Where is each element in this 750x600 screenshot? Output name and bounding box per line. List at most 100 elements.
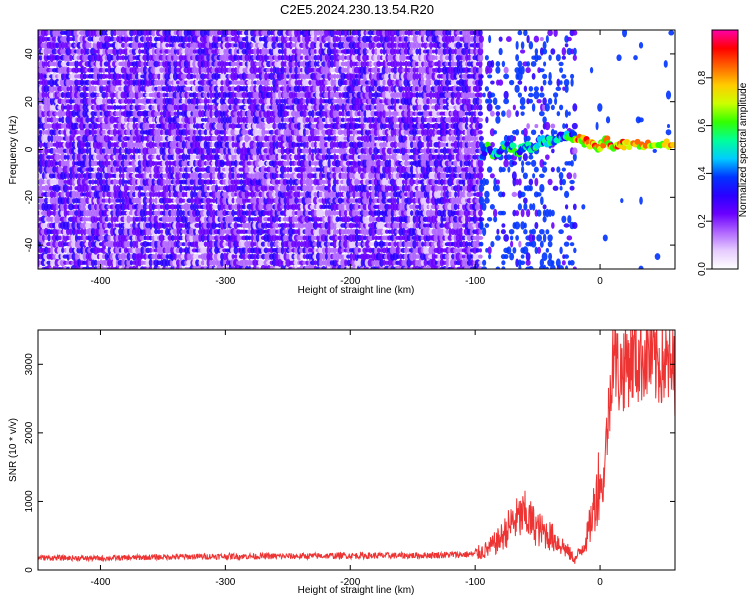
spectrogram-cell [275, 252, 279, 261]
spectrogram-cell [55, 128, 59, 136]
spectrogram-cell [88, 84, 93, 93]
spectrogram-cell [241, 258, 247, 267]
spectrogram-cell [91, 127, 95, 137]
spectrogram-cell [90, 146, 95, 156]
spectrogram-cell [151, 85, 156, 92]
spectrogram-cell [113, 30, 117, 37]
spectrogram-cell [131, 234, 137, 242]
spectrogram-cell [280, 204, 285, 209]
spectrogram-cell [321, 196, 326, 205]
spectrogram-cell [206, 246, 211, 255]
spectrogram-cell [266, 30, 271, 36]
spectrogram-cell [52, 191, 57, 198]
spectrogram-cell [110, 223, 114, 228]
spectrogram-cell [208, 198, 214, 203]
spectrogram-cell [271, 159, 277, 168]
spectrogram-cell [81, 177, 88, 187]
spectrogram-cell [285, 253, 291, 260]
spectrogram-cell [74, 233, 78, 242]
spectrogram-cell [283, 184, 288, 193]
spectrogram-cell [118, 165, 123, 174]
spectrogram-cell [203, 241, 208, 247]
spectrogram-cell [126, 215, 131, 224]
spectrogram-cell [316, 142, 321, 148]
spectrogram-cell [256, 253, 260, 260]
spectrogram-cell [110, 30, 114, 38]
spectrogram-cell [291, 215, 296, 224]
spectrogram-cell [157, 210, 161, 216]
spectrogram-cell [117, 34, 124, 44]
spectrogram-cell [275, 84, 280, 93]
spectrogram-cell [203, 259, 208, 267]
spectrogram-cell [103, 183, 110, 193]
spectrogram-cell [162, 134, 167, 143]
spectrogram-cell [170, 30, 175, 37]
spectrogram-cell [206, 209, 211, 217]
spectrogram-cell [282, 160, 288, 166]
spectrogram-cell [304, 210, 310, 217]
spectrogram-cell [52, 41, 57, 49]
spectrogram-cell [313, 141, 318, 149]
spectrogram-cell [170, 240, 175, 248]
spectrogram-cell [183, 59, 189, 69]
spectrogram-cell [134, 185, 139, 191]
spectrogram-cell [80, 227, 84, 236]
spectrogram-cell [41, 91, 46, 99]
spectrogram-cell [76, 97, 82, 106]
spectrogram-cell [247, 136, 252, 141]
spectrogram-cell [305, 246, 310, 255]
spectrogram-cell [291, 90, 296, 100]
spectrogram-cell [58, 177, 62, 187]
spectrogram-cell [313, 49, 318, 54]
spectrogram-cell [200, 260, 205, 266]
spectrogram-cell [256, 79, 260, 86]
spectrogram-cell [250, 240, 255, 248]
spectrogram-cell [118, 178, 123, 186]
spectrogram-cell [118, 73, 123, 80]
spectrogram-cell [50, 134, 54, 143]
spectrogram-cell [193, 184, 197, 193]
spectrogram-cell [110, 215, 114, 224]
spectrogram-cell [189, 127, 195, 137]
spectrogram-cell [316, 259, 320, 267]
spectrogram-cell [184, 128, 189, 137]
spectrogram-cell [63, 233, 68, 243]
spectrogram-cell [184, 97, 189, 105]
spectrogram-cell [173, 78, 178, 87]
spectrogram-cell [131, 177, 137, 187]
spectrogram-cell [223, 146, 227, 156]
spectrogram-cell [310, 55, 315, 61]
spectrogram-cell [68, 247, 74, 254]
spectrogram-cell [257, 65, 264, 75]
spectrogram-cell [160, 73, 164, 80]
spectrogram-cell [140, 42, 145, 48]
spectrogram-cell [118, 173, 122, 179]
spectrogram-cell [90, 85, 96, 93]
spectrogram-cell [184, 241, 188, 248]
spectrogram-cell [280, 34, 285, 44]
spectrogram-cell [319, 97, 323, 105]
spectrogram-cell [140, 166, 145, 173]
spectrogram-cell [65, 53, 72, 62]
spectrogram-cell [129, 140, 134, 150]
spectrogram-cell [106, 110, 113, 117]
spectrogram-cell [220, 79, 224, 86]
spectrogram-cell [72, 84, 76, 94]
spectrogram-cell [283, 79, 288, 86]
spectrogram-cell [263, 34, 269, 44]
spectrogram-cell [41, 153, 46, 162]
spectrogram-cell [170, 209, 175, 218]
spectrogram-cell [225, 165, 231, 174]
spectrogram-cell [209, 260, 214, 266]
spectrogram-cell [233, 72, 239, 81]
spectrogram-cell [190, 196, 194, 205]
spectrogram-cell [233, 203, 238, 211]
spectrogram-cell [96, 260, 101, 266]
spectrogram-cell [315, 90, 322, 100]
spectrogram-cell [318, 159, 324, 168]
spectrogram-cell [247, 53, 252, 62]
spectrogram-cell [228, 203, 233, 211]
spectrogram-cell [132, 184, 136, 193]
spectrogram-cell [41, 129, 46, 135]
spectrogram-cell [124, 55, 128, 61]
